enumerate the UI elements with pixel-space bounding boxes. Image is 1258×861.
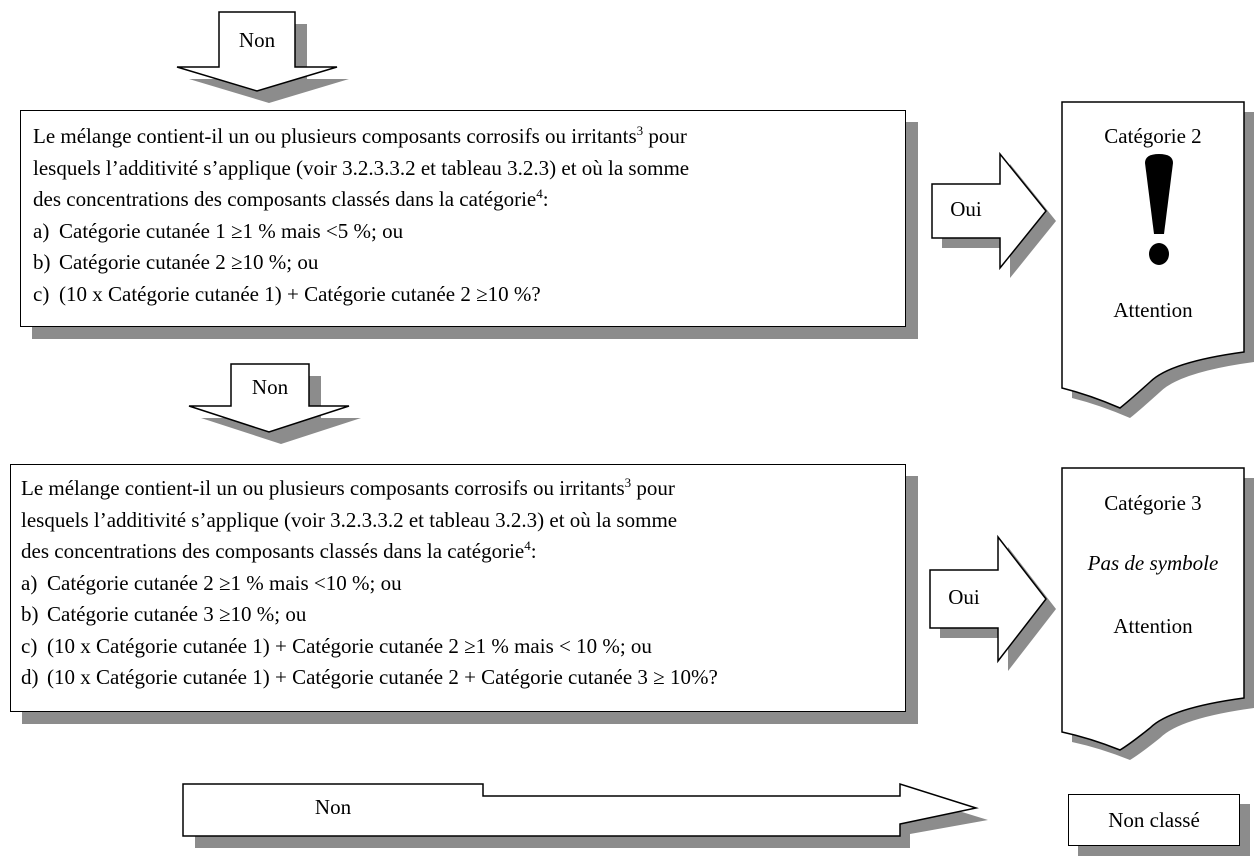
question-1-line-3: des concentrations des composants classé… [33, 186, 549, 211]
question-1-line-2: lesquels l’additivité s’applique (voir 3… [33, 155, 690, 180]
arrow-label-non-3: Non [314, 795, 352, 819]
result-2-category: Catégorie 3 [1104, 491, 1202, 515]
right-arrow-oui-2 [929, 534, 1056, 671]
right-arrow-oui-1 [931, 151, 1056, 278]
down-arrow-non-1 [176, 11, 349, 103]
question-2-line-1: Le mélange contient-il un ou plusieurs c… [21, 475, 675, 500]
result-document-category-3 [1061, 467, 1254, 760]
criterion-item: c) (10 x Catégorie cutanée 1) + Catégorie… [21, 633, 652, 658]
exclamation-mark-icon [1145, 154, 1173, 265]
arrow-label-oui-2: Oui [948, 585, 980, 609]
criterion-item: a) Catégorie cutanée 1 ≥1 % mais <5 %; ou [33, 218, 404, 243]
question-2-line-2: lesquels l’additivité s’applique (voir 3… [21, 507, 678, 532]
arrow-label-non-1: Non [238, 28, 276, 52]
result-2-signal-word: Attention [1113, 614, 1193, 638]
result-2-no-symbol: Pas de symbole [1087, 551, 1219, 575]
down-arrow-non-2 [188, 363, 361, 444]
question-2-line-3: des concentrations des composants classé… [21, 538, 537, 563]
question-box-2: Le mélange contient-il un ou plusieurs c… [10, 464, 906, 712]
criterion-item: b) Catégorie cutanée 2 ≥10 %; ou [33, 250, 319, 274]
question-1-line-1: Le mélange contient-il un ou plusieurs c… [33, 123, 687, 148]
footnote-ref-4: 4 [524, 538, 531, 553]
footnote-ref-3: 3 [636, 123, 644, 138]
result-1-category: Catégorie 2 [1104, 124, 1202, 148]
footnote-ref-3: 3 [624, 475, 632, 490]
arrow-label-oui-1: Oui [950, 197, 982, 221]
footnote-ref-4: 4 [536, 186, 543, 201]
result-1-signal-word: Attention [1113, 298, 1193, 322]
criterion-item: d) (10 x Catégorie cutanée 1) + Catégorie… [21, 665, 718, 689]
criterion-item: a) Catégorie cutanée 2 ≥1 % mais <10 %; o… [21, 570, 402, 595]
question-box-1: Le mélange contient-il un ou plusieurs c… [20, 110, 906, 327]
arrow-label-non-2: Non [251, 375, 289, 399]
right-arrow-non-3 [182, 782, 988, 848]
criterion-item: c) (10 x Catégorie cutanée 1) + Catégorie… [33, 281, 541, 306]
criterion-item: b) Catégorie cutanée 3 ≥10 %; ou [21, 602, 307, 626]
result-not-classified: Non classé [1068, 794, 1240, 846]
